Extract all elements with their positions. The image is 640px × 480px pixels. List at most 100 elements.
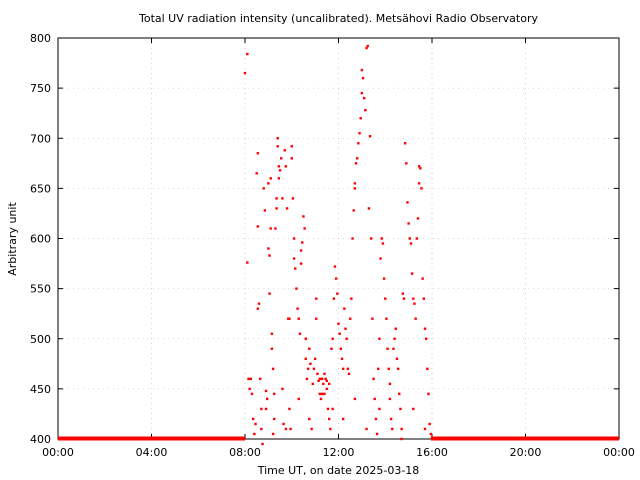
data-point [426,367,429,371]
data-point [363,96,366,100]
data-point [360,91,364,95]
data-point [410,272,414,275]
data-point [419,167,422,170]
x-tick-label: 04:00 [136,446,168,459]
data-point [377,367,380,371]
data-point [269,227,272,230]
data-point [276,145,279,148]
chart-title: Total UV radiation intensity (uncalibrat… [138,12,538,25]
data-point [407,222,410,225]
data-point [412,297,415,300]
data-point [270,332,274,335]
data-point [283,149,286,152]
x-tick-label: 00:00 [42,446,74,459]
data-point [382,277,386,280]
data-point [398,392,401,396]
data-point [275,207,278,210]
data-point [306,367,310,371]
data-point [302,215,305,218]
data-point [417,165,421,168]
data-point [406,201,409,204]
data-point [301,241,304,244]
data-point [261,442,264,446]
data-point [392,347,395,350]
data-point [400,427,403,431]
data-point [353,187,357,190]
data-point [284,165,288,168]
data-point [325,379,329,383]
data-point [344,327,347,330]
data-point [378,407,381,411]
data-point [327,417,331,421]
data-point [337,322,340,325]
data-point [412,407,415,411]
x-tick-label: 12:00 [323,446,355,459]
data-point [323,392,326,396]
data-point [413,302,416,305]
data-point [263,209,267,212]
data-point [255,172,258,175]
data-point [246,52,249,56]
data-point [361,76,365,80]
data-point [350,297,353,300]
x-tick-label: 00:00 [603,446,635,459]
data-point [266,397,269,401]
data-point [394,327,397,330]
data-point [268,292,271,295]
data-point [280,157,283,160]
data-point [401,292,404,295]
data-point [365,46,368,50]
data-point [370,237,373,240]
data-point [295,287,298,290]
data-point [290,157,293,160]
y-tick-label: 700 [30,132,51,145]
data-point [388,382,392,386]
data-point [305,377,309,381]
data-point [284,427,288,431]
data-point [417,182,421,185]
data-point [429,432,433,436]
data-point [264,389,268,393]
data-point [423,427,427,431]
data-point [304,337,307,340]
data-point [271,367,275,371]
y-tick-label: 550 [30,283,51,296]
data-point [310,427,313,431]
data-point [291,197,295,200]
data-point [313,357,317,360]
data-point [348,317,352,320]
data-point [341,367,345,371]
data-point [360,68,364,72]
data-point [281,387,284,391]
data-point [399,407,402,411]
data-point [352,209,355,212]
data-point [258,377,262,381]
data-point [288,407,291,411]
data-point [387,367,390,371]
data-point [400,437,403,441]
data-point [368,135,372,138]
data-point [289,427,292,431]
data-point [378,337,381,340]
data-point [271,432,275,436]
data-point [297,317,300,320]
data-point [409,242,413,245]
data-point [304,357,307,360]
data-point [343,307,346,310]
data-point [366,44,369,48]
data-point [308,347,311,350]
data-point [248,387,251,391]
data-point [288,317,291,320]
data-point [416,217,420,220]
data-point [428,422,431,426]
data-point [396,367,400,371]
data-point [277,165,281,168]
data-point [346,367,350,371]
data-point [285,207,289,210]
data-point [274,227,277,230]
grid-layer [58,38,619,439]
data-point [331,337,334,340]
data-point [421,277,424,280]
data-point [292,257,296,260]
y-tick-label: 650 [30,182,51,195]
